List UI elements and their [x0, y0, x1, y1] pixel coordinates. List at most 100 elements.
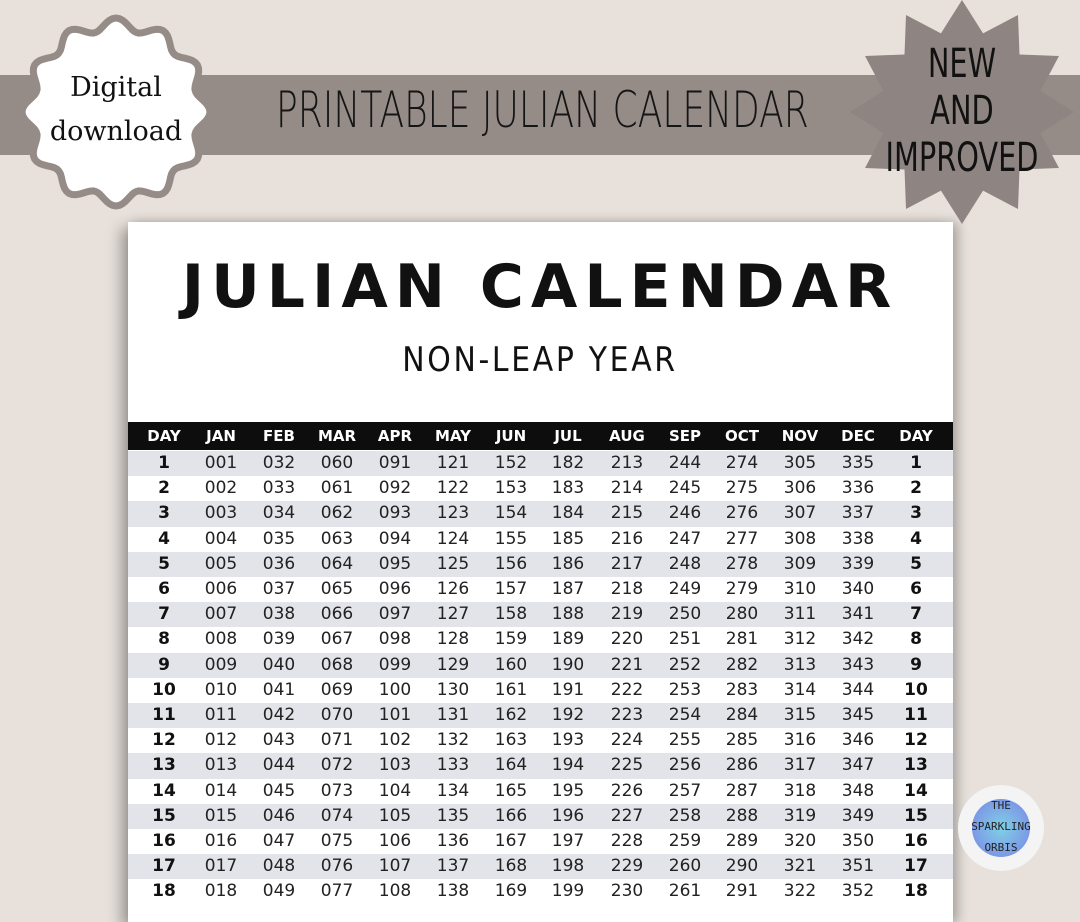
julian-date-cell: 069	[320, 679, 354, 700]
day-number: 13	[152, 755, 176, 776]
starburst-icon	[850, 0, 1074, 224]
julian-date-cell: 289	[725, 831, 759, 851]
day-number: 15	[904, 805, 928, 826]
day-number: 16	[904, 831, 928, 851]
brand-logo: THE SPARKLING ORBIS	[958, 785, 1044, 871]
julian-date-cell: 133	[436, 755, 470, 776]
julian-date-cell: 097	[378, 604, 412, 625]
julian-date-cell: 198	[551, 856, 585, 877]
day-number: 8	[910, 629, 922, 650]
julian-date-cell: 004	[204, 528, 238, 549]
julian-date-cell: 060	[320, 453, 354, 473]
table-row: 5 005 036 064 095 125 156 186 217 248 278 309 339 5	[128, 551, 953, 577]
julian-date-cell: 124	[436, 528, 470, 549]
julian-date-cell: 189	[551, 629, 585, 650]
julian-date-cell: 183	[551, 478, 585, 499]
julian-date-cell: 074	[320, 805, 354, 826]
starburst-line-1: NEW	[927, 41, 997, 87]
day-number: 17	[904, 856, 928, 877]
julian-date-cell: 291	[725, 881, 759, 902]
column-header: DEC	[841, 427, 875, 445]
julian-date-cell: 253	[668, 679, 702, 700]
julian-date-cell: 219	[610, 604, 644, 625]
julian-date-cell: 099	[378, 654, 412, 675]
julian-date-cell: 249	[668, 579, 702, 599]
julian-date-cell: 127	[436, 604, 470, 625]
julian-date-cell: 044	[262, 755, 296, 776]
julian-date-cell: 062	[320, 503, 354, 524]
julian-date-cell: 347	[841, 755, 875, 776]
julian-date-cell: 047	[262, 831, 296, 851]
julian-date-cell: 163	[494, 730, 528, 751]
julian-date-cell: 346	[841, 730, 875, 751]
julian-date-cell: 214	[610, 478, 644, 499]
column-header: APR	[377, 427, 413, 445]
julian-date-cell: 275	[725, 478, 759, 499]
julian-date-cell: 280	[725, 604, 759, 625]
julian-date-cell: 344	[841, 679, 875, 700]
julian-date-cell: 108	[378, 881, 412, 902]
day-number: 5	[910, 553, 922, 574]
julian-date-cell: 192	[551, 705, 585, 725]
julian-date-cell: 076	[320, 856, 354, 877]
table-row: 13 013 044 072 103 133 164 194 225 256 286 317 347 13	[128, 753, 953, 779]
day-number: 10	[152, 679, 176, 700]
julian-date-cell: 126	[436, 579, 470, 599]
table-row: 12 012 043 071 102 132 163 193 224 255 285 316 346 12	[128, 728, 953, 753]
julian-date-cell: 221	[610, 654, 644, 675]
julian-date-cell: 190	[551, 654, 585, 675]
julian-date-cell: 312	[783, 629, 817, 650]
julian-date-cell: 094	[378, 528, 412, 549]
logo-line-1: THE	[991, 799, 1011, 812]
julian-date-cell: 166	[494, 805, 528, 826]
calendar-subtitle: NON-LEAP YEAR	[402, 340, 678, 380]
julian-date-cell: 315	[783, 705, 817, 725]
julian-date-cell: 154	[494, 503, 528, 524]
julian-date-cell: 261	[668, 881, 702, 902]
day-number: 2	[910, 478, 922, 499]
julian-date-cell: 229	[610, 856, 644, 877]
julian-date-cell: 191	[551, 679, 585, 700]
logo-line-3: ORBIS	[984, 841, 1018, 854]
julian-date-cell: 226	[610, 780, 644, 801]
julian-date-cell: 037	[262, 579, 296, 599]
julian-date-cell: 125	[436, 553, 470, 574]
column-header: MAR	[317, 427, 357, 445]
day-number: 10	[904, 679, 928, 700]
day-number: 6	[158, 579, 170, 599]
julian-date-cell: 244	[668, 453, 702, 473]
julian-date-cell: 225	[610, 755, 644, 776]
column-header: JUL	[554, 427, 582, 445]
julian-date-cell: 182	[551, 453, 585, 473]
julian-date-cell: 043	[262, 730, 296, 751]
julian-date-cell: 136	[436, 831, 470, 851]
julian-date-cell: 345	[841, 705, 875, 725]
table-row: 8 008 039 067 098 128 159 189 220 251 281 312 342 8	[128, 627, 953, 652]
julian-date-cell: 184	[551, 503, 585, 524]
julian-date-cell: 129	[436, 654, 470, 675]
julian-date-cell: 215	[610, 503, 644, 524]
julian-date-cell: 283	[725, 679, 759, 700]
column-header: NOV	[781, 427, 819, 445]
julian-date-cell: 095	[378, 553, 412, 574]
julian-date-cell: 006	[204, 579, 238, 599]
table-row: 18 018 049 077 108 138 169 199 230 261 291 322 352 18	[128, 879, 953, 904]
julian-date-cell: 137	[436, 856, 470, 877]
julian-date-cell: 138	[436, 881, 470, 902]
julian-date-cell: 038	[262, 604, 296, 625]
julian-date-cell: 224	[610, 730, 644, 751]
julian-date-cell: 186	[551, 553, 585, 574]
julian-date-cell: 282	[725, 654, 759, 675]
julian-date-cell: 218	[610, 579, 644, 599]
day-number: 12	[152, 730, 176, 751]
julian-date-cell: 350	[841, 831, 875, 851]
column-header: DAY	[899, 427, 933, 445]
julian-date-cell: 032	[262, 453, 296, 473]
day-number: 9	[910, 654, 922, 675]
julian-date-cell: 008	[204, 629, 238, 650]
julian-date-cell: 073	[320, 780, 354, 801]
table-row: 1 001 032 060 091 121 152 182 213 244 274 305 335 1	[128, 451, 953, 477]
julian-date-cell: 070	[320, 705, 354, 725]
table-row: 10 010 041 069 100 130 161 191 222 253 283 314 344 10	[128, 678, 953, 703]
julian-date-cell: 193	[551, 730, 585, 751]
